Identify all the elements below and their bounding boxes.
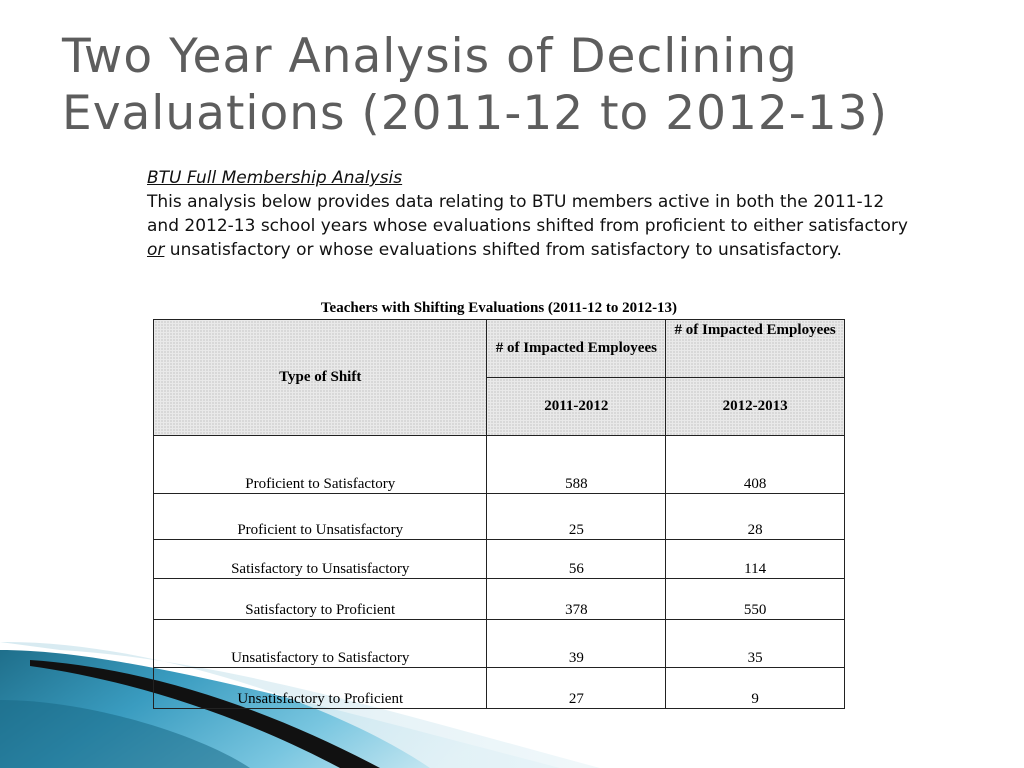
shift-type-cell: Proficient to Unsatisfactory [152, 493, 488, 540]
shift-type-cell: Proficient to Satisfactory [152, 435, 488, 494]
count-2012-cell: 28 [665, 493, 845, 540]
header-type-of-shift: Type of Shift [152, 319, 488, 436]
shift-type-cell: Satisfactory to Proficient [152, 578, 488, 620]
count-2011-cell: 27 [486, 667, 667, 709]
table-row: Unsatisfactory to Proficient 27 9 [152, 667, 845, 709]
header-impacted-2011: # of Impacted Employees [486, 319, 667, 378]
count-2011-cell: 39 [486, 619, 667, 668]
count-2012-cell: 114 [665, 539, 845, 579]
count-2011-cell: 588 [486, 435, 667, 494]
count-2011-cell: 56 [486, 539, 667, 579]
count-2011-cell: 378 [486, 578, 667, 620]
intro-emphasis: or [147, 240, 165, 260]
intro-block: BTU Full Membership Analysis This analys… [147, 166, 917, 262]
shift-type-cell: Satisfactory to Unsatisfactory [152, 539, 488, 579]
count-2011-cell: 25 [486, 493, 667, 540]
table-row: Satisfactory to Proficient 378 550 [152, 578, 845, 620]
table-row: Unsatisfactory to Satisfactory 39 35 [152, 619, 845, 668]
shift-type-cell: Unsatisfactory to Satisfactory [152, 619, 488, 668]
header-year-2011: 2011-2012 [486, 377, 667, 436]
intro-heading: BTU Full Membership Analysis [147, 168, 403, 188]
header-impacted-2012: # of Impacted Employees [665, 319, 845, 378]
table-row: Proficient to Unsatisfactory 25 28 [152, 493, 845, 540]
shift-table: Type of Shift # of Impacted Employees # … [152, 319, 845, 709]
table-caption: Teachers with Shifting Evaluations (2011… [320, 300, 678, 316]
count-2012-cell: 408 [665, 435, 845, 494]
table-row: Proficient to Satisfactory 588 408 [152, 435, 845, 494]
count-2012-cell: 550 [665, 578, 845, 620]
count-2012-cell: 9 [665, 667, 845, 709]
intro-text-after: unsatisfactory or whose evaluations shif… [164, 240, 842, 260]
intro-text-before: This analysis below provides data relati… [147, 192, 908, 236]
header-year-2012: 2012-2013 [665, 377, 845, 436]
table-row: Satisfactory to Unsatisfactory 56 114 [152, 539, 845, 579]
slide-title: Two Year Analysis of Declining Evaluatio… [62, 29, 888, 141]
count-2012-cell: 35 [665, 619, 845, 668]
shift-type-cell: Unsatisfactory to Proficient [152, 667, 488, 709]
